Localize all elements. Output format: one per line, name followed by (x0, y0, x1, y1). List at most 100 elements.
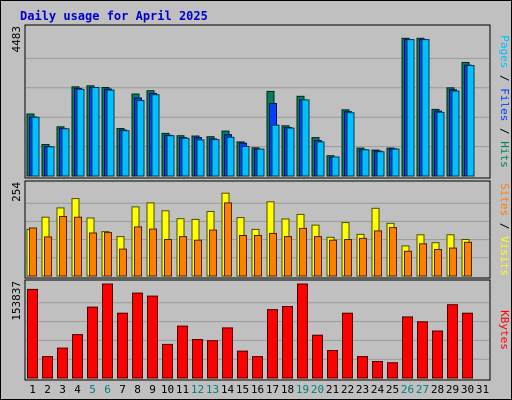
panel-pages-files-hits: 4483 Pages / Files / Hits (10, 24, 511, 179)
day-label-15: 15 (236, 383, 249, 396)
bar-sites-day-16 (254, 235, 262, 277)
day-label-4: 4 (74, 383, 81, 396)
bar-pages-day-12 (196, 139, 205, 177)
bar-kbytes-day-12 (192, 339, 203, 379)
y-axis-max-label: 4483 (10, 26, 23, 53)
bar-kbytes-day-2 (42, 356, 53, 379)
bar-kbytes-day-4 (72, 334, 83, 379)
bar-pages-day-29 (451, 90, 460, 177)
bar-sites-day-13 (209, 229, 217, 277)
day-label-18: 18 (281, 383, 294, 396)
day-label-7: 7 (119, 383, 126, 396)
bar-kbytes-day-23 (357, 356, 368, 379)
day-label-3: 3 (59, 383, 66, 396)
bar-kbytes-day-27 (417, 321, 428, 379)
bar-pages-day-27 (421, 39, 430, 177)
day-label-1: 1 (29, 383, 36, 396)
bar-kbytes-day-17 (267, 309, 278, 379)
bar-kbytes-day-13 (207, 340, 218, 379)
bar-kbytes-day-21 (327, 350, 338, 379)
bar-pages-day-25 (391, 148, 400, 177)
day-label-27: 27 (416, 383, 429, 396)
day-label-25: 25 (386, 383, 399, 396)
bar-kbytes-day-28 (432, 330, 443, 379)
bar-sites-day-17 (269, 232, 277, 277)
bar-kbytes-day-9 (147, 295, 158, 379)
bar-kbytes-day-11 (177, 325, 188, 379)
bar-kbytes-day-16 (252, 356, 263, 379)
bar-sites-day-3 (59, 216, 67, 277)
day-label-26: 26 (401, 383, 414, 396)
legend-separator: / (498, 216, 511, 236)
bar-pages-day-14 (226, 136, 235, 177)
bar-sites-day-27 (419, 243, 427, 277)
bar-sites-day-15 (239, 235, 247, 277)
bar-sites-day-8 (134, 226, 142, 277)
bar-kbytes-day-24 (372, 361, 383, 379)
bar-sites-day-11 (179, 236, 187, 277)
bar-sites-day-18 (284, 236, 292, 277)
day-label-24: 24 (371, 383, 385, 396)
day-label-9: 9 (149, 383, 156, 396)
day-label-31: 31 (476, 383, 489, 396)
legend-text: Sites / Visits (498, 183, 511, 276)
day-label-21: 21 (326, 383, 339, 396)
bar-pages-day-26 (406, 39, 415, 177)
bar-pages-day-30 (466, 65, 475, 177)
day-label-30: 30 (461, 383, 474, 396)
bar-sites-day-2 (44, 236, 52, 277)
chart-title: Daily usage for April 2025 (20, 9, 208, 23)
bar-pages-day-8 (136, 100, 145, 177)
bar-pages-day-2 (46, 146, 55, 177)
day-label-13: 13 (206, 383, 219, 396)
day-label-6: 6 (104, 383, 111, 396)
bar-pages-day-1 (31, 116, 40, 177)
bar-pages-day-21 (331, 156, 340, 177)
bar-sites-day-1 (29, 227, 37, 277)
day-label-19: 19 (296, 383, 309, 396)
day-label-12: 12 (191, 383, 204, 396)
bar-pages-day-28 (436, 111, 445, 177)
legend-sites: Sites (498, 183, 511, 216)
bar-pages-day-11 (181, 137, 190, 177)
bar-pages-day-18 (286, 127, 295, 177)
bar-sites-day-30 (464, 241, 472, 277)
bar-sites-day-25 (389, 227, 397, 277)
bar-kbytes-day-7 (117, 312, 128, 379)
day-label-14: 14 (221, 383, 235, 396)
bar-sites-day-14 (224, 202, 232, 277)
day-label-22: 22 (341, 383, 354, 396)
panel-legend: KBytes (498, 310, 511, 350)
legend-text: Pages / Files / Hits (498, 35, 511, 168)
bar-kbytes-day-3 (57, 347, 68, 379)
day-label-5: 5 (89, 383, 96, 396)
day-label-23: 23 (356, 383, 369, 396)
bar-kbytes-day-5 (87, 306, 98, 379)
bar-kbytes-day-29 (447, 304, 458, 379)
bar-kbytes-day-10 (162, 343, 173, 379)
bar-sites-day-21 (329, 239, 337, 277)
bar-pages-day-10 (166, 135, 175, 177)
panel-sites-visits: 254 Sites / Visits (10, 180, 511, 279)
day-label-29: 29 (446, 383, 459, 396)
legend-hits: Hits (498, 141, 511, 168)
bar-sites-day-26 (404, 250, 412, 277)
bar-kbytes-day-14 (222, 327, 233, 379)
day-label-20: 20 (311, 383, 324, 396)
y-axis-max-label: 153837 (10, 281, 23, 321)
bar-pages-day-24 (376, 151, 385, 177)
bar-pages-day-5 (91, 87, 100, 177)
bar-sites-day-4 (74, 216, 82, 277)
bar-pages-day-20 (316, 141, 325, 177)
bar-sites-day-12 (194, 239, 202, 277)
x-axis-labels: 1 2 3 4 5 6 7 8 9 10 11 12 13 14 15 16 17 18 19 20 21 22 23 24 2… (29, 383, 489, 396)
day-label-28: 28 (431, 383, 444, 396)
legend-kbytes: KBytes (498, 310, 511, 350)
bar-pages-day-9 (151, 94, 160, 177)
bar-sites-day-7 (119, 248, 127, 277)
day-label-16: 16 (251, 383, 264, 396)
legend-pages: Pages (498, 35, 511, 68)
bar-pages-day-3 (61, 128, 70, 177)
bar-kbytes-day-8 (132, 292, 143, 379)
